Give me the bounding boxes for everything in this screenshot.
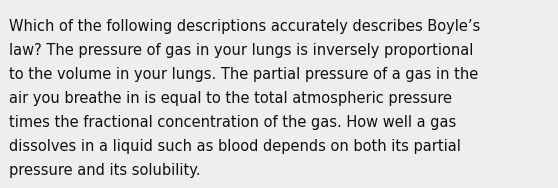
Text: Which of the following descriptions accurately describes Boyle’s: Which of the following descriptions accu… [9,19,480,34]
Text: pressure and its solubility.: pressure and its solubility. [9,163,200,178]
Text: law? The pressure of gas in your lungs is inversely proportional: law? The pressure of gas in your lungs i… [9,43,473,58]
Text: air you breathe in is equal to the total atmospheric pressure: air you breathe in is equal to the total… [9,91,452,106]
Text: times the fractional concentration of the gas. How well a gas: times the fractional concentration of th… [9,115,456,130]
Text: to the volume in your lungs. The partial pressure of a gas in the: to the volume in your lungs. The partial… [9,67,478,82]
Text: dissolves in a liquid such as blood depends on both its partial: dissolves in a liquid such as blood depe… [9,139,461,154]
